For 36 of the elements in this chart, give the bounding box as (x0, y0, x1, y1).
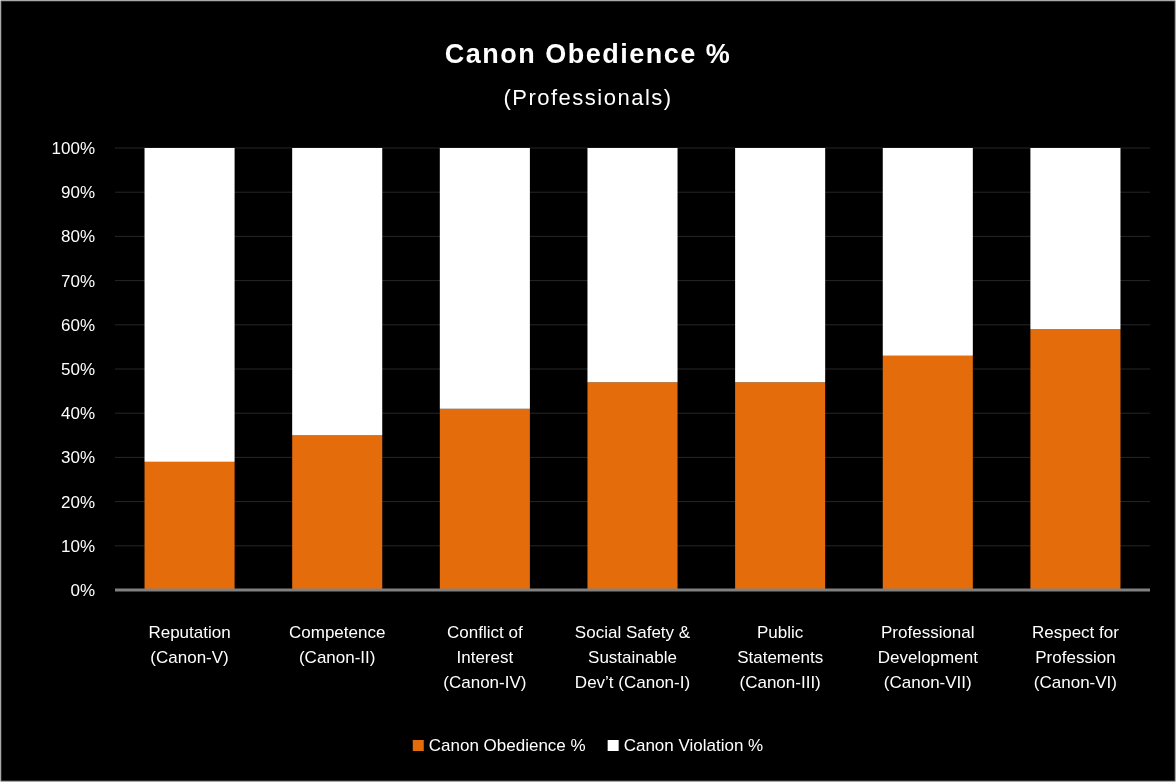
y-tick-label: 30% (60, 448, 95, 468)
bar (587, 382, 678, 590)
bar (735, 382, 826, 590)
x-tick-label: Reputation (Canon-V) (148, 623, 231, 667)
bar (1030, 148, 1121, 330)
y-tick-label: 100% (51, 138, 95, 158)
bar (439, 148, 530, 409)
bar (144, 461, 235, 590)
y-tick-label: 40% (60, 404, 95, 424)
y-tick-label: 60% (60, 315, 95, 335)
bar (144, 148, 235, 462)
y-tick-label: 50% (60, 359, 95, 379)
x-tick-label: Conflict of Interest (Canon-IV) (443, 623, 527, 692)
x-tick-label: Public Statements (Canon-III) (737, 623, 824, 692)
bar (439, 408, 530, 590)
x-tick-label: Social Safety & Sustainable Dev’t (Canon-I) (574, 623, 691, 692)
x-tick-label: Professional Development (Canon-VII) (877, 623, 979, 692)
bar (882, 148, 973, 356)
x-tick-label: Competence (Canon-II) (289, 623, 386, 667)
bar (292, 148, 383, 436)
bar (735, 148, 826, 383)
bar (292, 435, 383, 590)
y-tick-label: 10% (60, 536, 95, 556)
bar (587, 148, 678, 383)
y-tick-label: 80% (60, 227, 95, 247)
y-tick-label: 90% (60, 183, 95, 203)
x-tick-label: Respect for Profession (Canon-VI) (1031, 623, 1120, 692)
y-tick-label: 20% (60, 492, 95, 512)
bar (1030, 329, 1121, 590)
legend-label: Canon Violation % (623, 736, 764, 755)
legend-label: Canon Obedience % (428, 736, 586, 755)
chart-title: Canon Obedience % (444, 39, 732, 69)
bar (882, 355, 973, 590)
chart-subtitle: (Professionals) (503, 85, 673, 110)
y-tick-label: 70% (60, 271, 95, 291)
y-tick-label: 0% (70, 580, 95, 600)
